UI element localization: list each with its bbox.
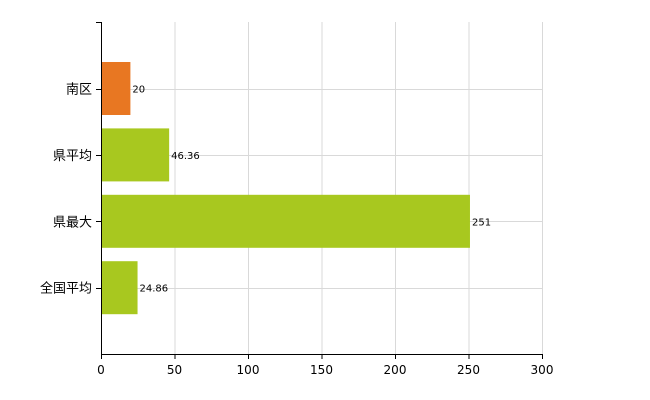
labels: 20 南区 46.36 県平均 251 県最大 24.86 全国平均 0 50 100 150 200 2…	[40, 82, 553, 378]
data-label-1: 46.36	[171, 151, 200, 162]
category-label-3: 全国平均	[40, 281, 92, 297]
category-label-2: 県最大	[53, 215, 92, 230]
bar-2	[102, 194, 470, 248]
data-label-3: 24.86	[140, 284, 169, 295]
x-tick-label-1: 50	[167, 363, 182, 377]
category-label-0: 南区	[66, 82, 92, 98]
axes	[96, 22, 543, 359]
x-tick-label-6: 300	[531, 363, 554, 377]
grid-lines	[101, 22, 543, 354]
bar-0	[102, 62, 131, 115]
data-label-2: 251	[472, 217, 491, 228]
bar-3	[102, 261, 138, 315]
x-tick-label-4: 200	[384, 363, 407, 377]
bar-1	[102, 128, 170, 182]
x-tick-label-2: 100	[237, 363, 260, 377]
x-tick-label-3: 150	[310, 363, 333, 377]
data-label-0: 20	[132, 85, 145, 96]
bars	[102, 62, 470, 315]
category-label-1: 県平均	[53, 149, 92, 164]
x-tick-label-5: 250	[457, 363, 480, 377]
x-tick-label-0: 0	[97, 363, 105, 377]
